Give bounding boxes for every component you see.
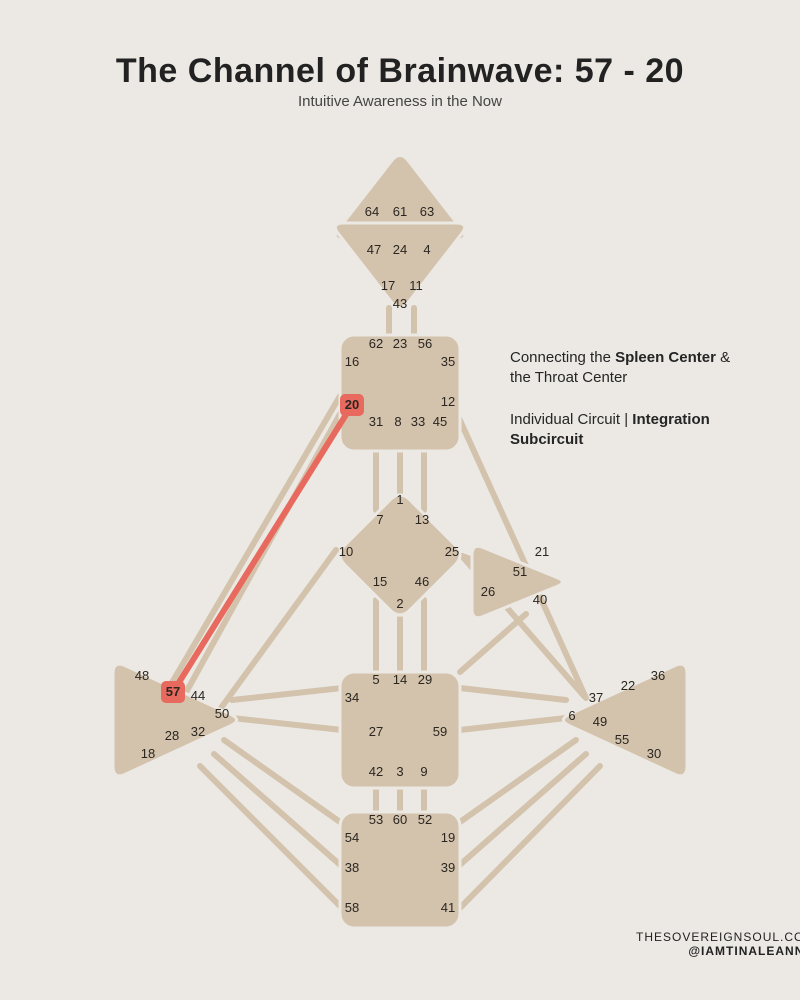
gate-39: 39 [441,860,455,875]
gate-21: 21 [535,544,549,559]
gate-51: 51 [513,564,527,579]
gate-10: 10 [339,544,353,559]
credit-block: THESOVEREIGNSOUL.CO @IAMTINALEANN [636,930,800,958]
gate-47: 47 [367,242,381,257]
gate-18: 18 [141,746,155,761]
gate-24: 24 [393,242,407,257]
gate-1: 1 [396,492,403,507]
page: The Channel of Brainwave: 57 - 20 Intuit… [0,0,800,1000]
gate-34: 34 [345,690,359,705]
center-throat [340,335,460,451]
gate-56: 56 [418,336,432,351]
gate-44: 44 [191,688,205,703]
bodygraph-diagram: 2057646163472441711436223561635123183345… [0,0,800,1000]
gate-49: 49 [593,714,607,729]
gate-46: 46 [415,574,429,589]
credit-url: THESOVEREIGNSOUL.CO [636,930,800,944]
gate-48: 48 [135,668,149,683]
gate-58: 58 [345,900,359,915]
gate-25: 25 [445,544,459,559]
gate-61: 61 [393,204,407,219]
gate-54: 54 [345,830,359,845]
gate-28: 28 [165,728,179,743]
gate-27: 27 [369,724,383,739]
gate-13: 13 [415,512,429,527]
gate-52: 52 [418,812,432,827]
gate-43: 43 [393,296,407,311]
highlight-gate-label-20: 20 [345,397,359,412]
gate-59: 59 [433,724,447,739]
gate-4: 4 [423,242,430,257]
gate-42: 42 [369,764,383,779]
gate-7: 7 [376,512,383,527]
credit-handle: @IAMTINALEANN [636,944,800,958]
gate-53: 53 [369,812,383,827]
gate-60: 60 [393,812,407,827]
highlight-gate-label-57: 57 [166,684,180,699]
gate-3: 3 [396,764,403,779]
gate-35: 35 [441,354,455,369]
gate-5: 5 [372,672,379,687]
gate-37: 37 [589,690,603,705]
annotation-circuit: Individual Circuit | IntegrationSubcircu… [510,410,710,451]
gate-33: 33 [411,414,425,429]
gate-14: 14 [393,672,407,687]
gate-64: 64 [365,204,379,219]
gate-41: 41 [441,900,455,915]
center-ajna [335,223,464,307]
gate-38: 38 [345,860,359,875]
gate-6: 6 [568,708,575,723]
gate-17: 17 [381,278,395,293]
gate-30: 30 [647,746,661,761]
gate-45: 45 [433,414,447,429]
gate-9: 9 [420,764,427,779]
gate-29: 29 [418,672,432,687]
gate-12: 12 [441,394,455,409]
gate-22: 22 [621,678,635,693]
gate-2: 2 [396,596,403,611]
gate-40: 40 [533,592,547,607]
gate-19: 19 [441,830,455,845]
gate-31: 31 [369,414,383,429]
gate-16: 16 [345,354,359,369]
gate-55: 55 [615,732,629,747]
gate-63: 63 [420,204,434,219]
gate-11: 11 [409,278,423,293]
gate-15: 15 [373,574,387,589]
annotation-connecting: Connecting the Spleen Center &the Throat… [510,348,730,389]
gate-26: 26 [481,584,495,599]
gate-8: 8 [394,414,401,429]
gate-32: 32 [191,724,205,739]
gate-36: 36 [651,668,665,683]
gate-23: 23 [393,336,407,351]
gate-50: 50 [215,706,229,721]
gate-62: 62 [369,336,383,351]
